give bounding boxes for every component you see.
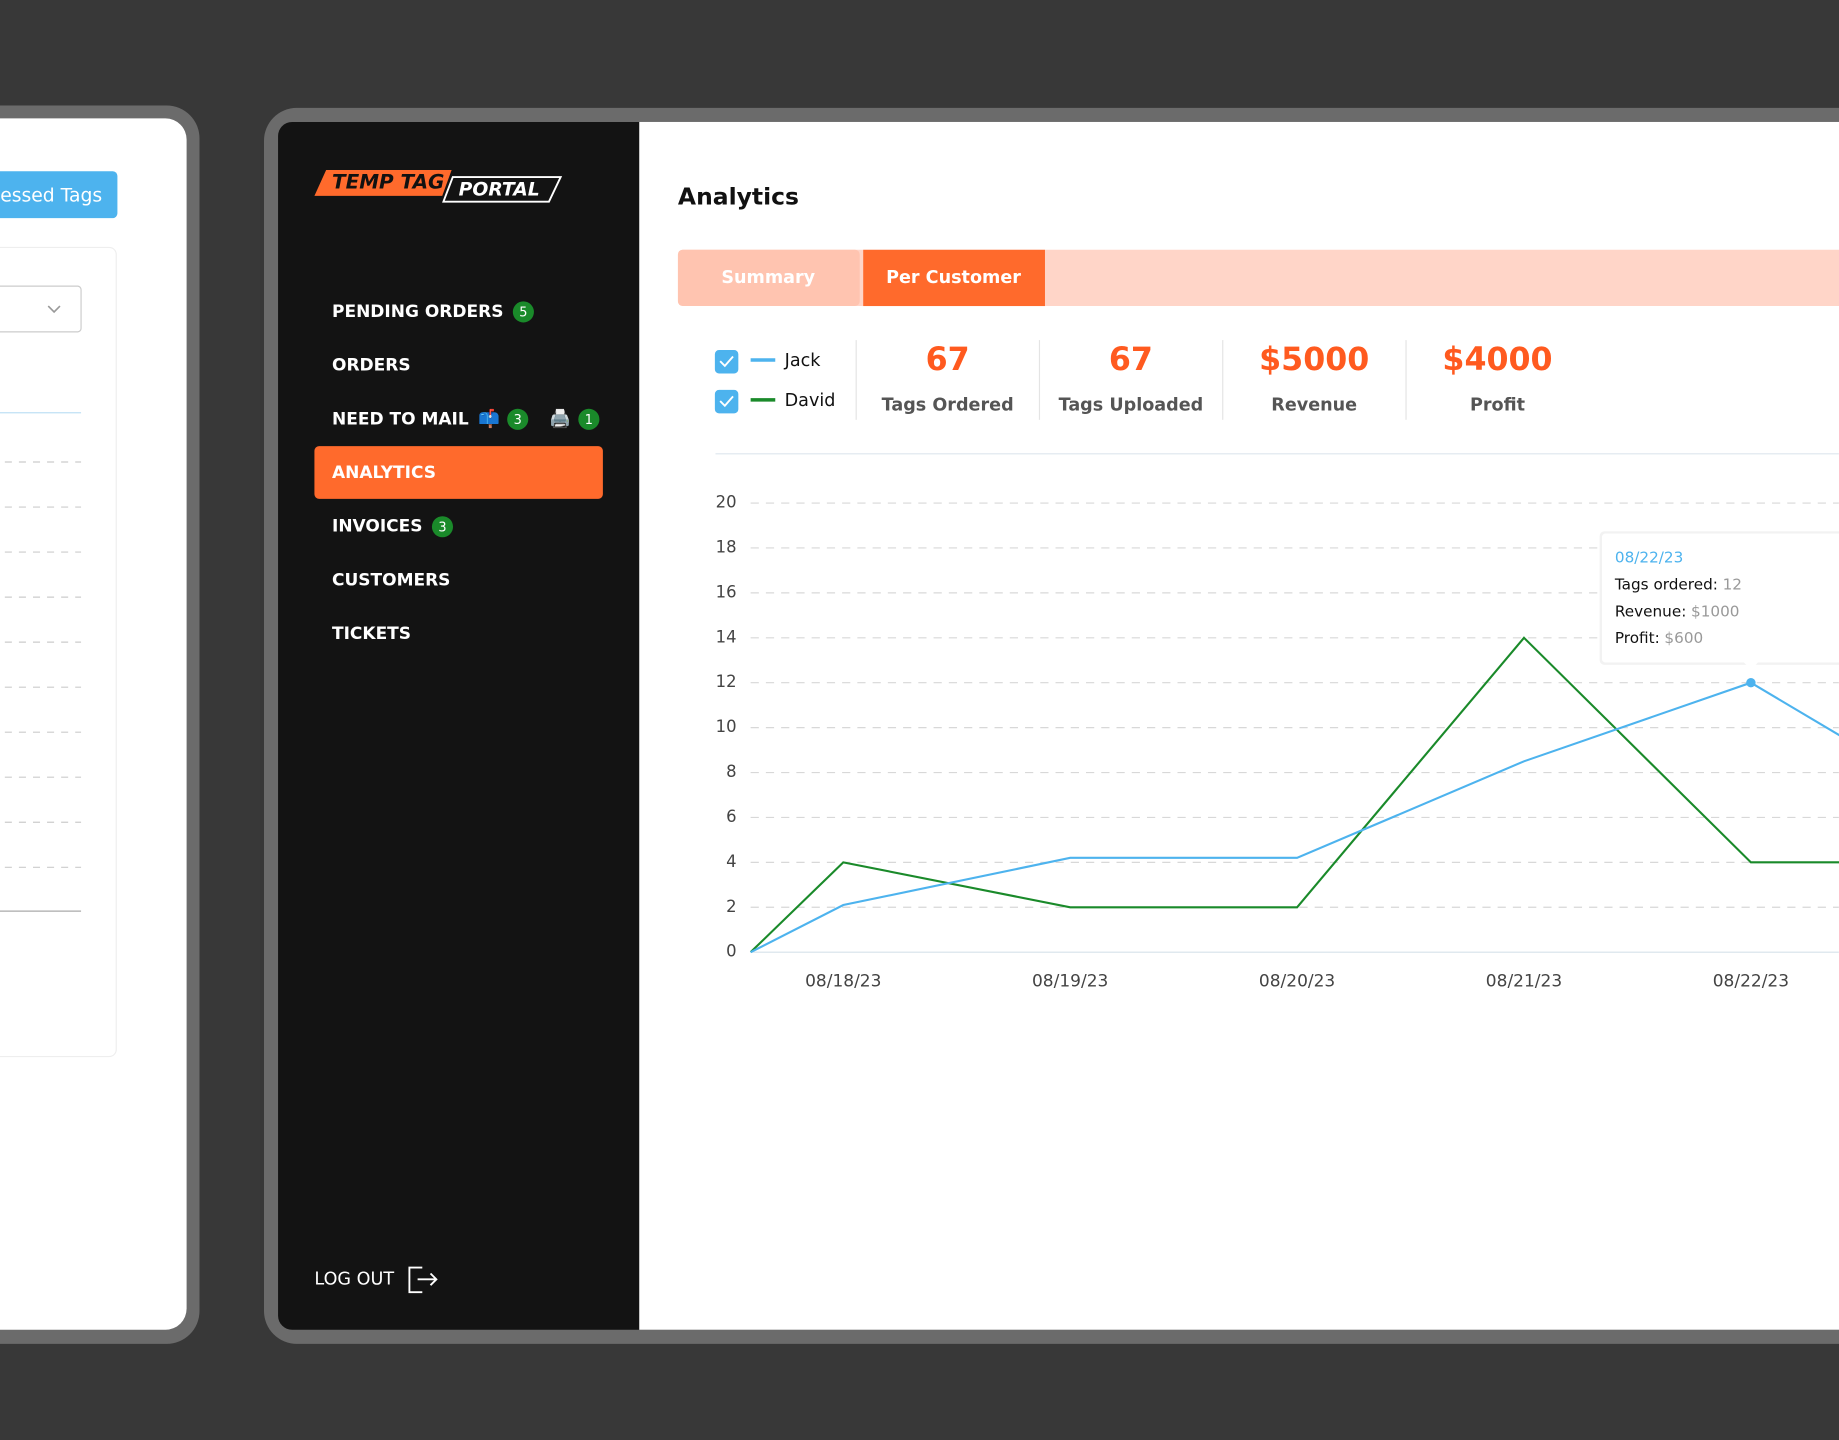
processed-button[interactable] xyxy=(0,171,118,219)
content xyxy=(639,121,1839,1330)
nav-label[interactable]: ORDERS xyxy=(332,356,411,376)
left-panel xyxy=(0,118,187,1330)
logout-icon[interactable] xyxy=(408,1266,438,1294)
tooltip-label: Tags ordered: xyxy=(1614,576,1718,594)
stat-value: 67 xyxy=(926,342,970,378)
logout-label[interactable]: LOG OUT xyxy=(314,1269,394,1289)
nav-label[interactable]: PENDING ORDERS xyxy=(332,302,503,322)
check xyxy=(719,355,734,368)
nav-label[interactable]: CUSTOMERS xyxy=(332,570,450,590)
nav-label[interactable]: INVOICES xyxy=(332,517,423,537)
button-label: Processed Tags xyxy=(0,185,102,206)
tooltip-label: Revenue: xyxy=(1615,602,1686,620)
heading: Analytics xyxy=(678,183,799,211)
y-tick-label: 4 xyxy=(726,852,736,871)
tooltip-pointer xyxy=(1743,662,1758,670)
y-tick-label: 20 xyxy=(716,493,737,512)
legend: Jack David xyxy=(714,350,836,414)
tab-label: Per Customer xyxy=(886,268,1021,288)
stat-value: $4000 xyxy=(1442,342,1552,378)
nav-label[interactable]: NEED TO MAIL xyxy=(332,409,469,429)
tooltip-box xyxy=(1601,533,1839,663)
tooltip: 08/22/23 Tags ordered: 12 Revenue: $1000 Prof… xyxy=(1599,531,1839,688)
nav-icon: 📫 xyxy=(478,408,500,429)
x-tick-label: 08/20/23 xyxy=(1259,971,1335,991)
logo-right: PORTAL xyxy=(459,179,540,200)
badge xyxy=(507,408,529,430)
x-tick-label: 08/18/23 xyxy=(805,971,881,991)
nav: PENDING ORDERS 5 ORDERS NEED TO MAIL 📫 3 🖨️ 1 AN… xyxy=(314,301,603,644)
tooltip-date: 08/22/23 xyxy=(1615,549,1683,567)
select-box[interactable] xyxy=(0,285,82,333)
legend-name: Jack xyxy=(784,351,822,371)
y-tick-label: 2 xyxy=(726,897,736,916)
legend-checkbox[interactable] xyxy=(714,350,739,374)
tab-label: Summary xyxy=(721,268,815,288)
y-tick-label: 12 xyxy=(716,672,737,691)
badge-count: 5 xyxy=(519,306,527,321)
stat-label: Profit xyxy=(1470,396,1525,416)
stat-label: Tags Uploaded xyxy=(1059,396,1204,416)
nav-icon: 🖨️ xyxy=(549,408,571,429)
nav-active xyxy=(314,446,603,499)
x-tick-label: 08/19/23 xyxy=(1032,971,1108,991)
tabs: Summary Per Customer xyxy=(677,249,1045,307)
series-line xyxy=(749,636,1839,953)
stat-label: Revenue xyxy=(1271,396,1357,416)
x-tick-label: 08/21/23 xyxy=(1486,971,1562,991)
side-card xyxy=(0,246,117,1058)
check xyxy=(719,395,734,408)
legend-checkbox[interactable] xyxy=(714,389,739,414)
badge-count: 1 xyxy=(585,413,593,428)
x-tick-label: 08/22/23 xyxy=(1713,971,1789,991)
hover-dot xyxy=(1746,678,1756,688)
nav-label[interactable]: ANALYTICS xyxy=(332,463,436,483)
tooltip-label: Profit: xyxy=(1615,629,1660,647)
tooltip-value: $600 xyxy=(1664,629,1703,647)
nav-label[interactable]: TICKETS xyxy=(332,624,411,644)
tooltip-value: 12 xyxy=(1723,576,1742,594)
badge xyxy=(431,516,454,538)
y-tick-label: 6 xyxy=(726,807,736,826)
stat-label: Tags Ordered xyxy=(882,396,1014,416)
y-tick-label: 14 xyxy=(716,627,737,646)
y-tick-label: 10 xyxy=(716,717,737,736)
badge-count: 3 xyxy=(438,520,446,535)
badge-count: 3 xyxy=(514,413,522,428)
y-tick-label: 16 xyxy=(716,582,737,601)
chevron xyxy=(47,305,61,314)
badge xyxy=(512,301,534,323)
y-tick-label: 0 xyxy=(726,942,736,961)
stat-value: 67 xyxy=(1109,342,1153,378)
legend-name: David xyxy=(785,391,836,411)
side-grid xyxy=(0,461,82,868)
tab[interactable] xyxy=(863,249,1045,307)
stats: 67 Tags Ordered 67 Tags Uploaded $5000 Revenu… xyxy=(855,340,1553,420)
y-tick-label: 18 xyxy=(716,537,737,556)
logo-right-bg xyxy=(442,176,563,203)
logo-left-bg xyxy=(314,170,452,196)
stat-value: $5000 xyxy=(1259,342,1369,378)
badge xyxy=(578,408,600,430)
y-tick-label: 8 xyxy=(726,762,736,781)
tooltip-value: $1000 xyxy=(1691,602,1739,620)
tab[interactable] xyxy=(677,249,860,307)
logo-left: TEMP TAG xyxy=(332,170,444,193)
